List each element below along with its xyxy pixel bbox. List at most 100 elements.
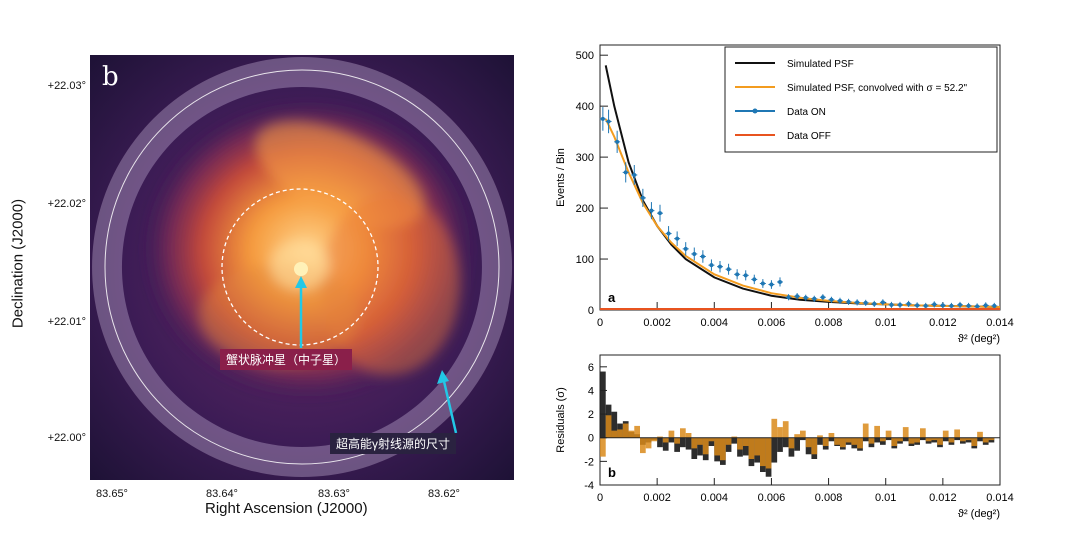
residual-bar-convolved xyxy=(788,437,795,449)
crab-nebula-image xyxy=(90,55,514,480)
x-axis-label: ϑ² (deg²) xyxy=(958,508,1000,520)
residual-bar-convolved xyxy=(765,437,772,469)
data-on-point xyxy=(683,246,688,251)
y-tick-label: 0 xyxy=(588,433,594,445)
residual-bar-psf xyxy=(662,437,669,451)
panel-label-a: a xyxy=(608,290,616,305)
data-on-point xyxy=(863,300,868,305)
residual-bar-convolved xyxy=(742,437,749,446)
x-tick-label: 0.008 xyxy=(815,492,843,504)
residual-bar-convolved xyxy=(622,423,629,438)
residuals-chart: -4 -2 0 2 4 6 0 0.002 0.004 0.006 0.008 0.01 0.012 0.… xyxy=(555,354,1014,520)
residual-bar-psf xyxy=(674,437,680,452)
residual-bar-convolved xyxy=(714,437,720,456)
data-on-point xyxy=(692,251,697,256)
residual-bar-convolved xyxy=(754,437,760,456)
data-on-point xyxy=(778,279,782,284)
residual-bar-convolved xyxy=(640,437,646,454)
residual-bar-convolved xyxy=(731,436,738,438)
data-on-point xyxy=(752,277,757,282)
data-on-point xyxy=(786,295,791,300)
residual-bar-convolved xyxy=(937,437,943,445)
residual-bar-convolved xyxy=(674,437,680,444)
residual-bar-convolved xyxy=(725,437,732,445)
residual-bar-convolved xyxy=(840,437,846,448)
residual-bar-convolved xyxy=(874,425,880,438)
y-tick: +22.00° xyxy=(47,432,86,444)
y-tick-label: 300 xyxy=(576,152,594,164)
data-on-point xyxy=(649,208,654,213)
data-on-point xyxy=(803,295,808,300)
data-on-point xyxy=(975,304,980,309)
theta2-chart: 0 100 200 300 400 500 0 0.002 0.004 0.006 0.008 0.0… xyxy=(555,44,1014,345)
y-tick-label: 100 xyxy=(576,254,594,266)
residual-bar-convolved xyxy=(668,430,675,438)
y-tick-label: 2 xyxy=(588,409,594,421)
data-on-point xyxy=(838,298,842,303)
residual-bar-convolved xyxy=(697,437,703,445)
x-tick-label: 0.006 xyxy=(758,317,786,329)
x-tick: 83.62° xyxy=(428,488,460,500)
data-on-point xyxy=(880,300,885,305)
residual-bar-convolved xyxy=(960,437,966,442)
residual-bar-psf xyxy=(862,437,869,442)
residual-bar-convolved xyxy=(805,437,812,448)
data-on-point xyxy=(743,273,748,278)
residual-bar-convolved xyxy=(680,428,686,438)
residual-bar-convolved xyxy=(988,437,995,441)
data-on-point xyxy=(632,172,637,177)
residual-bar-convolved xyxy=(828,433,835,438)
y-axis-label: Residuals (σ) xyxy=(555,387,567,452)
data-on-point xyxy=(700,254,705,259)
x-tick-label: 0 xyxy=(597,317,603,329)
residual-bar-psf xyxy=(697,437,703,456)
residual-bar-convolved xyxy=(777,427,783,438)
data-on-point xyxy=(718,264,722,269)
residual-bar-convolved xyxy=(748,437,755,459)
residual-bar-convolved xyxy=(897,437,903,442)
data-on-point xyxy=(735,272,740,277)
residual-bar-convolved xyxy=(977,431,983,438)
data-on-point xyxy=(623,170,628,175)
x-tick: 83.65° xyxy=(96,488,128,500)
x-tick: 83.63° xyxy=(318,488,350,500)
x-tick-label: 0.012 xyxy=(929,317,957,329)
residual-bar-psf xyxy=(685,437,692,450)
pulsar-marker xyxy=(294,262,308,276)
data-on-point xyxy=(992,303,997,308)
residual-bar-psf xyxy=(942,437,949,442)
residual-bar-psf xyxy=(800,437,806,441)
data-on-point xyxy=(966,303,971,308)
x-tick-label: 0 xyxy=(597,492,603,504)
residual-bar-convolved xyxy=(708,437,715,442)
residual-bar-psf xyxy=(954,437,960,441)
legend-entry: Data ON xyxy=(787,107,826,118)
residual-bar-convolved xyxy=(971,437,978,446)
x-tick-label: 0.014 xyxy=(986,317,1014,329)
residual-bar-psf xyxy=(668,437,675,443)
data-on-point xyxy=(846,299,851,304)
residual-bar-psf xyxy=(777,437,783,452)
data-on-point xyxy=(872,301,877,306)
residual-bar-convolved xyxy=(920,428,926,438)
source-arrow xyxy=(441,376,458,434)
data-on-point xyxy=(923,303,928,308)
data-on-point xyxy=(889,302,894,307)
y-tick: +22.02° xyxy=(47,198,86,210)
x-tick-label: 0.006 xyxy=(758,492,786,504)
data-on-point xyxy=(898,302,902,307)
residual-bar-psf xyxy=(657,437,663,448)
residual-bar-convolved xyxy=(794,434,800,438)
plot-frame xyxy=(599,354,1001,486)
residual-bar-convolved xyxy=(662,437,669,443)
residual-bar-convolved xyxy=(720,437,726,461)
residual-bar-convolved xyxy=(605,415,612,438)
legend-marker xyxy=(752,108,758,114)
residual-bar-psf xyxy=(731,437,738,444)
y-tick-label: 6 xyxy=(588,362,594,374)
residual-bar-convolved xyxy=(611,430,618,438)
residual-bar-convolved xyxy=(914,437,920,443)
data-on-point xyxy=(795,294,800,299)
data-on-point xyxy=(760,281,765,286)
source-arrowhead xyxy=(437,370,449,384)
